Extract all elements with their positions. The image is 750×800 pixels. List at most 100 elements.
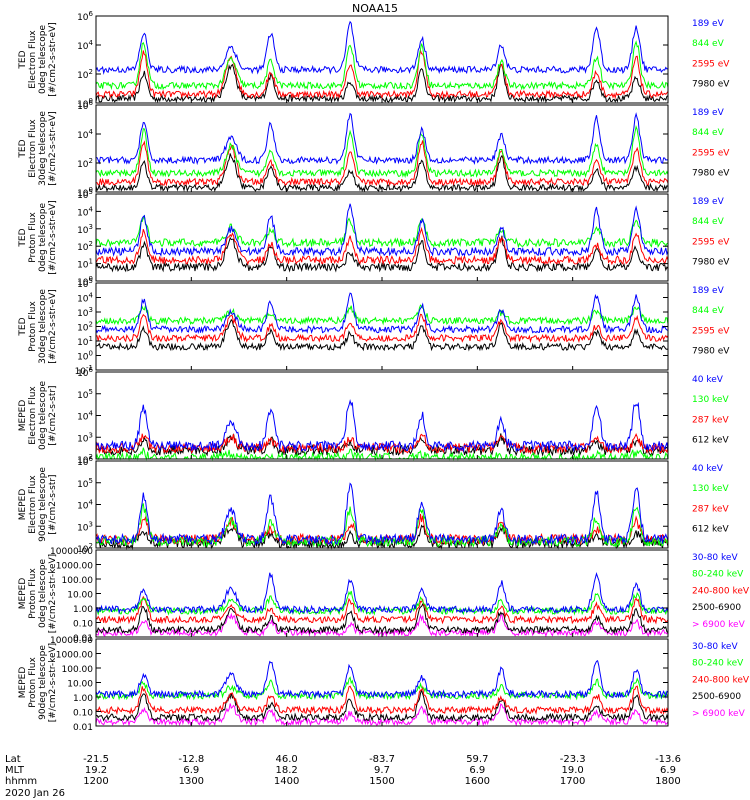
y-tick-label: 102 <box>77 240 93 253</box>
y-tick-label: 100 <box>77 97 93 110</box>
y-tick-label: 104 <box>77 205 93 218</box>
y-tick-label: 105 <box>77 188 93 201</box>
series-line <box>95 676 669 701</box>
x-tick-label: 6.9 <box>469 765 486 776</box>
legend-entry: 189 eV <box>692 19 725 29</box>
legend-entry: 844 eV <box>692 217 725 227</box>
y-tick-label: 106 <box>77 366 93 379</box>
series-line <box>95 659 669 700</box>
y-tick-label: 10000.00 <box>50 636 93 646</box>
panel-1: 100 102 104 106 TEDElectron Flux0deg telesco… <box>18 10 730 110</box>
x-row-label: hhmm <box>5 776 38 787</box>
x-tick-label: 1400 <box>273 776 300 787</box>
series-line <box>95 203 669 258</box>
legend-entry: 240-800 keV <box>692 586 750 596</box>
y-tick-label: 1000.00 <box>56 651 93 661</box>
legend-entry: 130 keV <box>692 484 729 494</box>
panel-2: 100 102 104 106 TEDElectron Flux30deg telesc… <box>18 99 730 199</box>
legend-entry: 7980 eV <box>692 347 730 357</box>
y-tick-label: 106 <box>77 455 93 468</box>
x-tick-label: 46.0 <box>275 754 298 765</box>
legend-entry: 7980 eV <box>692 258 730 268</box>
y-tick-label: 0.10 <box>73 620 93 630</box>
panel-8: 0.01 0.10 1.00 10.00 100.00 1000.00 10000.00ME… <box>18 636 750 733</box>
x-tick-label: 1300 <box>178 776 205 787</box>
legend-entry: 189 eV <box>692 197 725 207</box>
y-axis-label: MEPEDProton Flux0deg telescope[#/cm2-s-s… <box>18 554 58 633</box>
series-line <box>95 40 669 91</box>
legend-entry: 40 keV <box>692 375 724 385</box>
y-axis-label: TEDProton Flux0deg telescope[#/cm2-s-str… <box>18 200 58 275</box>
series-line <box>95 398 669 453</box>
legend-entry: 80-240 keV <box>692 570 744 580</box>
y-tick-label: 103 <box>77 223 93 236</box>
y-tick-label: 101 <box>77 335 93 348</box>
y-tick-label: 1.00 <box>73 605 93 615</box>
series-line <box>95 571 669 615</box>
y-tick-label: 106 <box>77 99 93 112</box>
x-tick-label: -83.7 <box>369 754 395 765</box>
series-line <box>95 482 669 547</box>
y-tick-label: 100 <box>77 186 93 199</box>
legend-entry: 240-800 keV <box>692 675 750 685</box>
legend-entry: 189 eV <box>692 108 725 118</box>
series-line <box>95 214 669 249</box>
legend-entry: 2595 eV <box>692 59 730 69</box>
legend-entry: 2595 eV <box>692 148 730 158</box>
panel-frame <box>95 282 669 371</box>
x-row-label: MLT <box>5 765 24 776</box>
legend-entry: 612 keV <box>692 525 729 535</box>
legend-entry: 40 keV <box>692 464 724 474</box>
y-axis-label: MEPEDElectron Flux0deg telescope[#/cm2-s… <box>18 381 58 451</box>
x-tick-label: 6.9 <box>660 765 676 776</box>
chart-title: NOAA15 <box>351 2 399 15</box>
date-label: 2020 Jan 26 <box>5 788 65 799</box>
x-tick-label: 6.9 <box>183 765 200 776</box>
x-tick-label: 1500 <box>369 776 395 787</box>
y-tick-label: 105 <box>77 477 93 490</box>
y-tick-label: 104 <box>77 499 93 512</box>
legend-entry: 612 keV <box>692 436 729 446</box>
x-tick-label: 1800 <box>655 776 681 787</box>
y-tick-label: 104 <box>77 292 93 305</box>
y-tick-label: 103 <box>77 431 93 444</box>
y-axis-label: MEPEDElectron Flux90deg telescope[#/cm2-… <box>18 467 58 542</box>
series-line <box>95 112 669 166</box>
legend-entry: > 6900 keV <box>692 709 746 719</box>
legend-entry: 2595 eV <box>692 326 730 336</box>
x-tick-label: 1700 <box>559 776 586 787</box>
panel-3: 100 101 102 103 104 105 TEDProton Flux0deg tel… <box>18 188 730 288</box>
legend-entry: 7980 eV <box>692 80 730 90</box>
y-tick-label: 100.00 <box>62 665 94 675</box>
y-tick-label: 105 <box>77 388 93 401</box>
x-tick-label: -23.3 <box>559 754 586 765</box>
series-line <box>95 292 669 335</box>
x-tick-label: 19.2 <box>84 765 108 776</box>
x-tick-label: -13.6 <box>655 754 681 765</box>
legend-entry: > 6900 keV <box>692 620 746 630</box>
y-tick-label: 0.10 <box>73 709 93 719</box>
series-line <box>95 595 669 625</box>
legend-entry: 2500-6900 <box>692 603 741 613</box>
y-tick-label: 100 <box>77 350 93 363</box>
legend-entry: 844 eV <box>692 128 725 138</box>
y-tick-label: 1.00 <box>73 694 93 704</box>
panel-frame <box>95 549 669 638</box>
panel-7: 0.010.101.0010.00100.001000.0010000.00ME… <box>18 547 750 644</box>
y-tick-label: 102 <box>77 157 93 170</box>
series-line <box>95 685 669 716</box>
y-tick-label: 10000.00 <box>50 547 93 557</box>
legend-entry: 7980 eV <box>692 169 730 179</box>
series-line <box>95 226 669 266</box>
y-tick-label: 10.00 <box>67 591 93 601</box>
y-tick-label: 102 <box>77 321 93 334</box>
panel-frame <box>95 638 669 727</box>
x-tick-label: 19.0 <box>561 765 584 776</box>
y-tick-label: 10.00 <box>67 680 93 690</box>
panel-5: 102 103 104 105 106 MEPEDElectron Flux0deg te… <box>18 366 729 466</box>
legend-entry: 2595 eV <box>692 237 730 247</box>
y-tick-label: 102 <box>77 453 93 466</box>
series-line <box>95 313 669 344</box>
panel-6: 102 103 104 105 106 MEPEDElectron Flux90deg t… <box>18 455 729 555</box>
